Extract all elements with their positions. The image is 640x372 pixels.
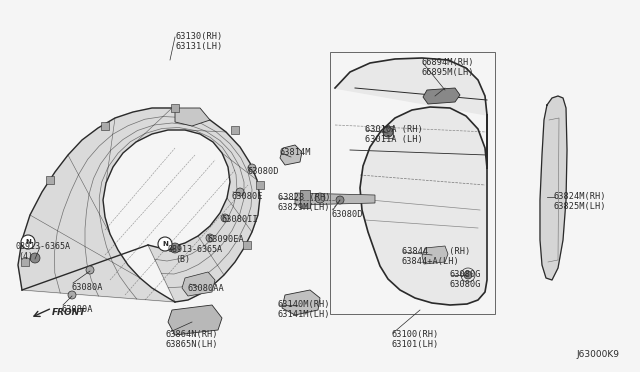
Text: 63080G: 63080G — [450, 270, 481, 279]
Polygon shape — [282, 290, 320, 315]
Text: 63825M(LH): 63825M(LH) — [554, 202, 607, 211]
Bar — [256, 181, 264, 189]
Text: 63080G: 63080G — [450, 280, 481, 289]
Circle shape — [206, 234, 214, 242]
Text: 63080D: 63080D — [247, 167, 278, 176]
Polygon shape — [540, 96, 567, 280]
Circle shape — [336, 196, 344, 204]
Polygon shape — [295, 193, 375, 205]
Polygon shape — [18, 108, 260, 302]
Text: 63828 (RH): 63828 (RH) — [278, 193, 330, 202]
Polygon shape — [182, 272, 215, 296]
Text: 63080A: 63080A — [62, 305, 93, 314]
Polygon shape — [280, 145, 302, 165]
Text: 63090EA: 63090EA — [207, 235, 244, 244]
Polygon shape — [335, 58, 487, 305]
Circle shape — [221, 214, 229, 222]
Text: 63140M(RH): 63140M(RH) — [278, 300, 330, 309]
Text: 63100(RH): 63100(RH) — [392, 330, 439, 339]
Text: 66894M(RH): 66894M(RH) — [422, 58, 474, 67]
Text: 63865N(LH): 63865N(LH) — [165, 340, 218, 349]
Circle shape — [170, 243, 180, 253]
Text: 63131(LH): 63131(LH) — [175, 42, 222, 51]
Text: 63080II: 63080II — [222, 215, 259, 224]
Circle shape — [86, 266, 94, 274]
Bar — [231, 126, 239, 134]
Bar — [101, 122, 109, 130]
Bar — [21, 258, 29, 266]
Text: 63844+A(LH): 63844+A(LH) — [402, 257, 460, 266]
Text: 63864N(RH): 63864N(RH) — [165, 330, 218, 339]
Text: 63141M(LH): 63141M(LH) — [278, 310, 330, 319]
Text: N: N — [25, 239, 31, 245]
Text: 63080E: 63080E — [232, 192, 264, 201]
Text: 63080AA: 63080AA — [188, 284, 225, 293]
Text: 66895M(LH): 66895M(LH) — [422, 68, 474, 77]
Polygon shape — [422, 246, 448, 264]
Polygon shape — [175, 108, 210, 126]
Circle shape — [315, 193, 325, 203]
Circle shape — [248, 164, 256, 172]
Text: 63829M(LH): 63829M(LH) — [278, 203, 330, 212]
Text: 63130(RH): 63130(RH) — [175, 32, 222, 41]
Bar — [243, 241, 251, 249]
Bar — [46, 176, 54, 184]
Text: 08913-6365A: 08913-6365A — [15, 242, 70, 251]
Text: 63844    (RH): 63844 (RH) — [402, 247, 470, 256]
Circle shape — [68, 291, 76, 299]
Text: N: N — [162, 241, 168, 247]
Circle shape — [236, 188, 244, 196]
Circle shape — [30, 253, 40, 263]
Text: 63101(LH): 63101(LH) — [392, 340, 439, 349]
Text: 63824M(RH): 63824M(RH) — [554, 192, 607, 201]
Polygon shape — [423, 88, 460, 104]
Text: 63080A: 63080A — [72, 283, 104, 292]
Text: (4): (4) — [18, 252, 33, 261]
Polygon shape — [168, 305, 222, 335]
Text: 63080D: 63080D — [332, 210, 364, 219]
Bar — [171, 104, 179, 112]
Text: 63010A (RH): 63010A (RH) — [365, 125, 423, 134]
Text: 63814M: 63814M — [280, 148, 312, 157]
Text: J63000K9: J63000K9 — [576, 350, 619, 359]
Circle shape — [383, 127, 393, 137]
Polygon shape — [300, 190, 310, 208]
Text: (B): (B) — [175, 255, 190, 264]
Circle shape — [158, 237, 172, 251]
Text: FRONT: FRONT — [52, 308, 86, 317]
Text: 08913-6365A: 08913-6365A — [167, 245, 222, 254]
Circle shape — [464, 271, 472, 279]
Circle shape — [21, 235, 35, 249]
Text: 63011A (LH): 63011A (LH) — [365, 135, 423, 144]
